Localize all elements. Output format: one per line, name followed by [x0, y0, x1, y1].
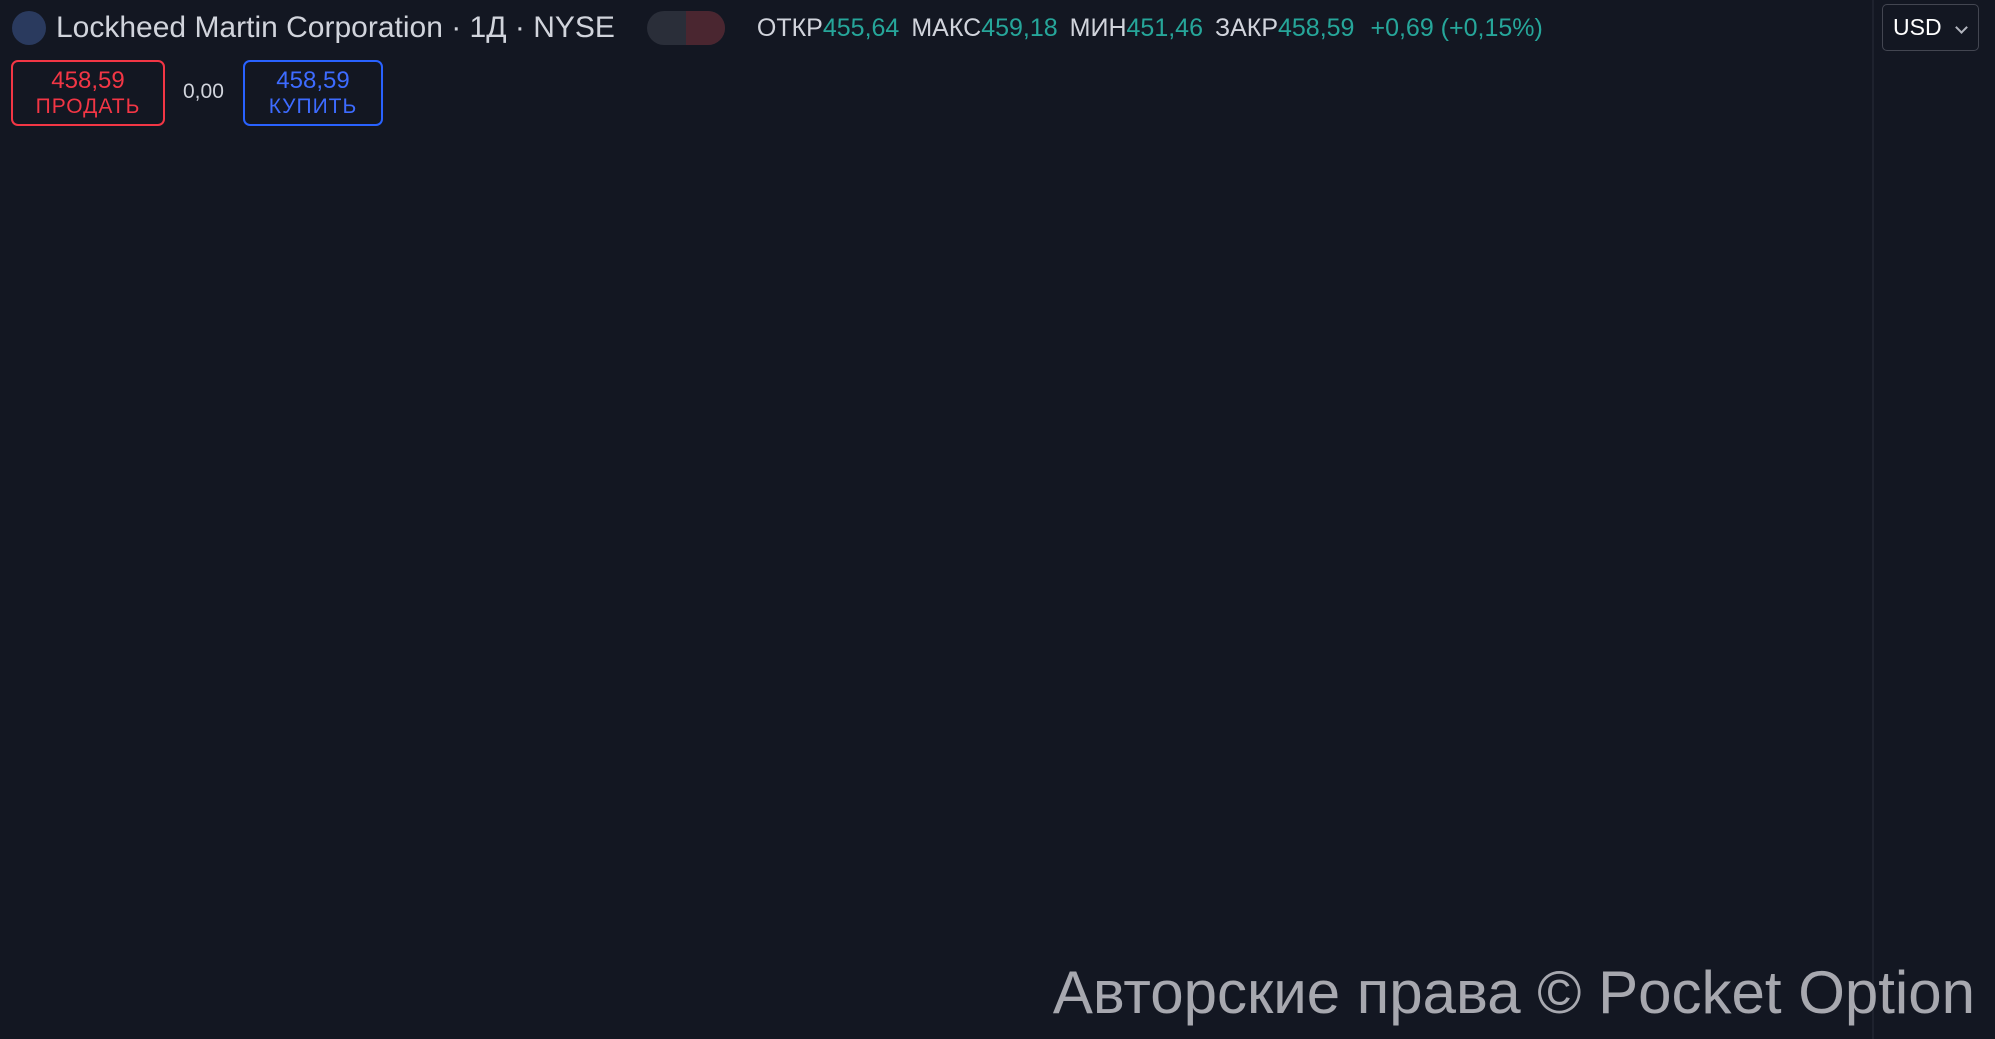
change: +0,69 (+0,15%)	[1370, 13, 1543, 42]
symbol[interactable]: Lockheed Martin Corporation · 1Д · NYSE	[56, 11, 615, 44]
ohlc-value: 459,18	[981, 13, 1058, 42]
symbol-icon	[12, 11, 46, 45]
currency-select[interactable]: USD	[1882, 4, 1979, 51]
header: Lockheed Martin Corporation · 1Д · NYSE …	[12, 8, 1543, 48]
ohlc-label: ОТКР	[756, 13, 823, 42]
sell-label: ПРОДАТЬ	[35, 95, 141, 118]
ohlc-item: МИН451,46	[1070, 14, 1203, 43]
ohlc-value: 458,59	[1278, 13, 1355, 42]
ohlc: ОТКР455,64 МАКС459,18 МИН451,46 ЗАКР458,59	[757, 14, 1355, 43]
ohlc-label: ЗАКР	[1214, 13, 1278, 42]
buy-price: 458,59	[276, 67, 350, 94]
sell-button[interactable]: 458,59 ПРОДАТЬ	[11, 60, 165, 126]
ohlc-item: МАКС459,18	[911, 14, 1057, 43]
ohlc-value: 451,46	[1126, 13, 1203, 42]
buy-button[interactable]: 458,59 КУПИТЬ	[243, 60, 383, 126]
ohlc-item: ОТКР455,64	[757, 14, 899, 43]
spread: 0,00	[183, 80, 224, 103]
ohlc-label: МИН	[1069, 13, 1127, 42]
ohlc-item: ЗАКР458,59	[1215, 14, 1354, 43]
buy-label: КУПИТЬ	[268, 95, 358, 118]
sell-price: 458,59	[51, 67, 125, 94]
watermark: Авторские права © Pocket Option	[1053, 959, 1975, 1026]
ohlc-value: 455,64	[822, 13, 900, 42]
ohlc-label: МАКС	[911, 13, 982, 42]
indicator-toggle[interactable]	[646, 11, 725, 45]
